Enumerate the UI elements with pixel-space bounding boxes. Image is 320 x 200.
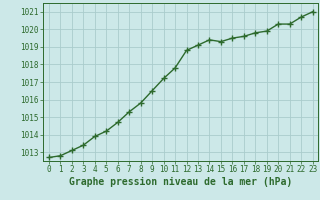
X-axis label: Graphe pression niveau de la mer (hPa): Graphe pression niveau de la mer (hPa)	[69, 177, 292, 187]
